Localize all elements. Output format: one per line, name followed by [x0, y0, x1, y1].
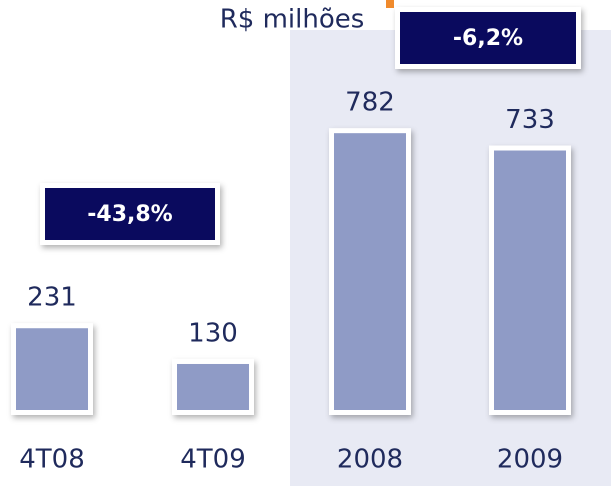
data-label: 130 — [188, 318, 238, 348]
data-label: 782 — [345, 88, 395, 118]
annotation: -6,2% — [453, 26, 523, 51]
x-tick-label: 4T08 — [19, 445, 85, 475]
x-tick-label: 4T09 — [180, 445, 246, 475]
x-tick-label: 2009 — [497, 445, 563, 475]
data-label: 231 — [27, 283, 77, 313]
annotation: -43,8% — [87, 202, 172, 227]
annotation-box — [45, 188, 215, 240]
marker-icon — [386, 0, 394, 8]
chart-title: R$ milhões — [220, 5, 365, 35]
data-label: 733 — [505, 105, 555, 135]
annotation-box — [400, 12, 576, 64]
bar — [334, 133, 406, 410]
bar — [16, 328, 88, 410]
x-tick-label: 2008 — [337, 445, 403, 475]
bar — [494, 150, 566, 410]
bar — [177, 363, 249, 410]
